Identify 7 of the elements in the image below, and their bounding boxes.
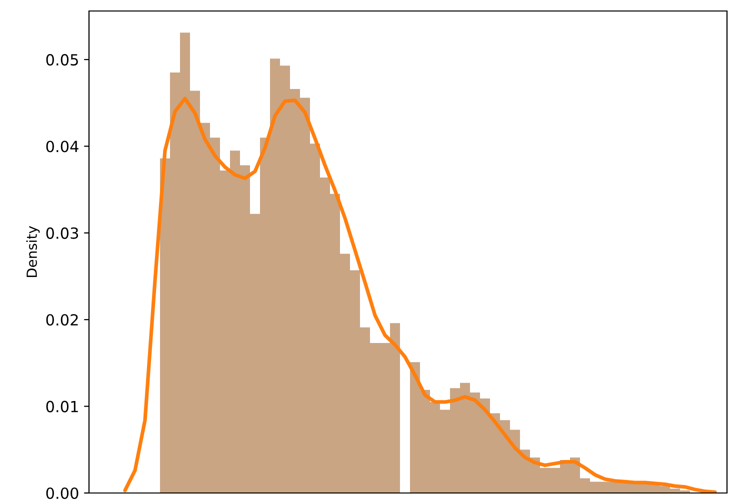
- y-tick-label: 0.01: [46, 400, 78, 412]
- y-tick-label: 0.04: [46, 140, 78, 152]
- y-tick-label: 0.02: [46, 314, 78, 326]
- y-tick-label: 0.03: [46, 227, 78, 239]
- y-axis-title: Density: [26, 226, 40, 278]
- y-tick-label: 0.05: [46, 54, 78, 66]
- y-tick-label: 0.00: [46, 487, 78, 500]
